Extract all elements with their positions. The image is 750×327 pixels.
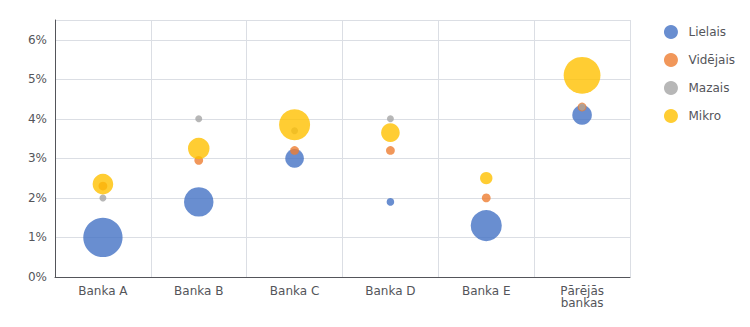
svg-text:Banka E: Banka E (462, 284, 511, 298)
svg-text:bankas: bankas (561, 296, 604, 310)
svg-text:Mazais: Mazais (688, 81, 729, 95)
svg-text:5%: 5% (28, 72, 47, 86)
svg-text:3%: 3% (28, 151, 47, 165)
svg-text:6%: 6% (28, 33, 47, 47)
svg-text:1%: 1% (28, 230, 47, 244)
svg-text:Banka B: Banka B (174, 284, 223, 298)
svg-text:Banka D: Banka D (365, 284, 415, 298)
svg-text:Lielais: Lielais (688, 25, 726, 39)
svg-text:Pārējās: Pārējās (560, 284, 604, 298)
svg-text:Banka C: Banka C (270, 284, 319, 298)
svg-text:Banka A: Banka A (78, 284, 128, 298)
svg-text:Mikro: Mikro (688, 109, 721, 123)
svg-text:2%: 2% (28, 191, 47, 205)
svg-text:0%: 0% (28, 270, 47, 284)
svg-text:4%: 4% (28, 112, 47, 126)
svg-text:Vidējais: Vidējais (688, 53, 735, 67)
